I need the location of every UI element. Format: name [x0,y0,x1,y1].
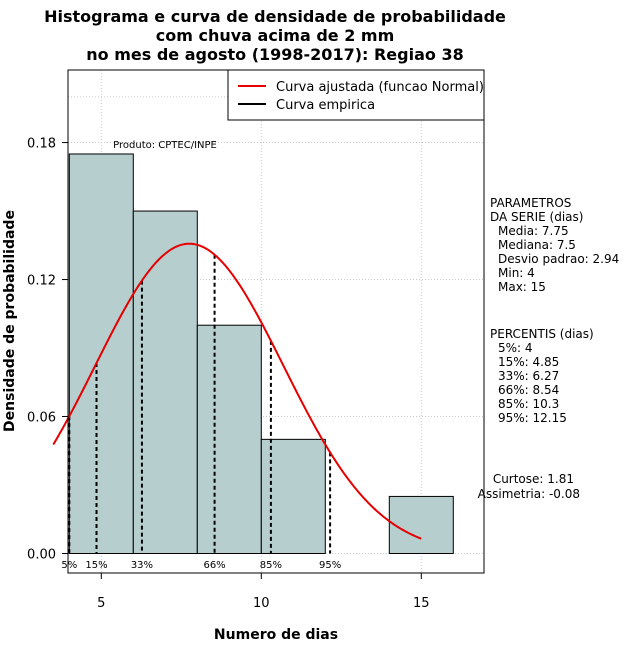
percentis-heading: PERCENTIS (dias) [490,327,594,341]
percentile-label-4: 85% [260,560,282,571]
y-tick-label-3: 0.18 [27,137,56,152]
percentile-label-3: 66% [203,560,225,571]
shape-panel: Curtose: 1.81 Assimetria: -0.08 [478,472,580,501]
percentil-33: 33%: 6.27 [498,369,559,383]
bar-3 [260,438,326,555]
percentil-15: 15%: 4.85 [498,355,559,369]
x-tick-label-2: 15 [413,596,430,611]
param-desvio: Desvio padrao: 2.94 [498,252,619,266]
param-max: Max: 15 [498,280,546,294]
params-heading-2: DA SERIE (dias) [490,210,583,224]
curtose: Curtose: 1.81 [493,472,574,486]
param-mediana: Mediana: 7.5 [498,238,576,252]
y-tick-label-0: 0.00 [27,548,56,563]
percentil-66: 66%: 8.54 [498,383,559,397]
percentil-95: 95%: 12.15 [498,411,567,425]
x-axis: 5 10 15 [97,573,430,611]
params-heading-1: PARAMETROS [490,196,571,210]
bar-5 [388,495,454,554]
y-axis: 0.00 0.06 0.12 0.18 [27,137,68,563]
x-tick-label-0: 5 [97,596,105,611]
legend-label-empirical: Curva empirica [276,98,375,113]
percentile-label-0: 5% [61,560,77,571]
chart-title: Histograma e curva de densidade de proba… [44,7,506,64]
percentile-label-5: 95% [319,560,341,571]
bar-2 [196,324,262,555]
x-tick-label-1: 10 [253,596,270,611]
percentil-85: 85%: 10.3 [498,397,559,411]
percentile-label-1: 15% [85,560,107,571]
product-label: Produto: CPTEC/INPE [113,140,217,151]
legend-box [227,69,485,121]
percentil-5: 5%: 4 [498,341,533,355]
legend: Curva ajustada (funcao Normal) Curva emp… [227,69,485,121]
y-axis-label: Densidade de probabilidade [2,210,18,432]
y-tick-label-1: 0.06 [27,411,56,426]
legend-label-normal: Curva ajustada (funcao Normal) [276,80,484,95]
percentile-labels: 5% 15% 33% 66% 85% 95% [61,560,341,571]
histogram-bars [68,153,454,555]
x-axis-label: Numero de dias [214,627,338,643]
param-media: Media: 7.75 [498,224,569,238]
percentile-label-2: 33% [131,560,153,571]
y-tick-label-2: 0.12 [27,274,56,289]
param-min: Min: 4 [498,266,535,280]
title-line-2: com chuva acima de 2 mm [156,26,395,45]
percentile-lines [68,254,332,554]
percentis-panel: PERCENTIS (dias) 5%: 4 15%: 4.85 33%: 6.… [490,327,594,425]
title-line-1: Histograma e curva de densidade de proba… [44,7,506,26]
params-panel: PARAMETROS DA SERIE (dias) Media: 7.75 M… [490,196,619,294]
assimetria: Assimetria: -0.08 [478,487,580,501]
normal-curve [52,242,422,540]
title-line-3: no mes de agosto (1998-2017): Regiao 38 [86,45,463,64]
